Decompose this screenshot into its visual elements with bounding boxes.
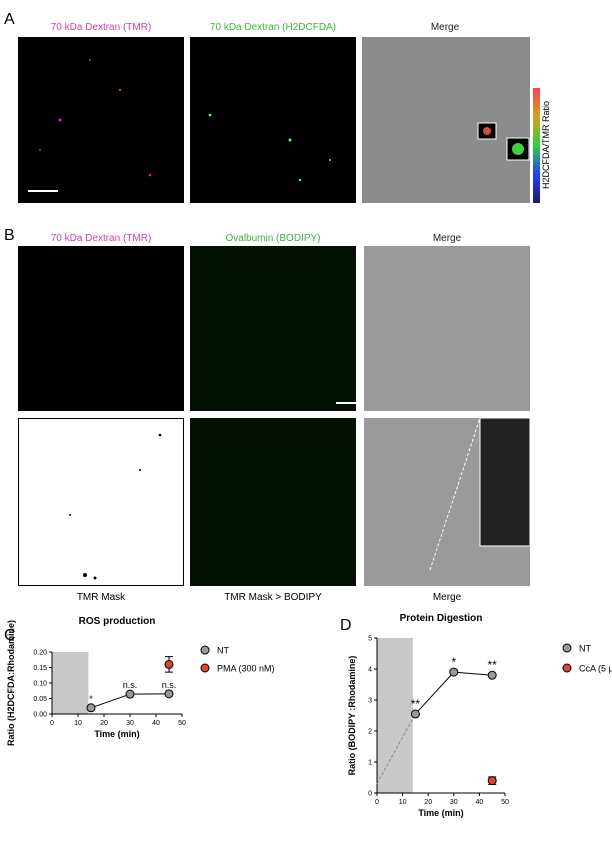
legend-label: PMA (300 nM) xyxy=(217,664,275,674)
legend-label: NT xyxy=(579,644,591,654)
micrograph xyxy=(190,246,356,411)
shaded-region xyxy=(52,652,89,714)
panel-label: B xyxy=(4,227,15,244)
mask-dots xyxy=(69,433,162,580)
micrograph xyxy=(190,418,356,586)
legend-label: NT xyxy=(217,646,229,656)
shaded-region xyxy=(377,638,413,793)
micrograph xyxy=(364,246,530,411)
y-tick-label: 0 xyxy=(368,791,372,798)
mask-image xyxy=(18,418,184,586)
legend-marker xyxy=(562,663,572,673)
panel-label: C xyxy=(4,627,16,644)
image-title: 70 kDa Dextran (TMR) xyxy=(51,22,152,33)
chart-title: ROS production xyxy=(79,616,156,627)
x-tick-label: 30 xyxy=(126,720,134,727)
legend-marker xyxy=(562,643,572,653)
micrograph xyxy=(362,37,530,203)
chart-title: Protein Digestion xyxy=(400,613,483,624)
y-tick-label: 0.15 xyxy=(33,665,47,672)
y-tick-label: 2 xyxy=(368,729,372,736)
panel-label: D xyxy=(340,617,352,634)
x-tick-label: 30 xyxy=(450,799,458,806)
y-tick-label: 0.05 xyxy=(33,696,47,703)
data-point xyxy=(125,689,135,699)
legend-label: CcA (5 μM) xyxy=(579,664,612,674)
scale-bar xyxy=(28,190,58,192)
data-point xyxy=(487,776,497,786)
y-axis-label: Ratio (H2DCFDA:Rhodamine) xyxy=(6,620,16,746)
y-axis-label: Ratio (BODIPY :Rhodamine) xyxy=(347,656,357,776)
data-point xyxy=(86,703,96,713)
micrograph xyxy=(18,37,184,203)
x-axis-label: Time (min) xyxy=(418,808,463,818)
x-tick-label: 10 xyxy=(399,799,407,806)
image-title: Ovalbumin (BODIPY) xyxy=(225,233,320,244)
significance-label: ** xyxy=(488,658,498,672)
y-tick-label: 4 xyxy=(368,667,372,674)
significance-label: * xyxy=(89,694,93,704)
colorbar-label: H2DCFDA/TMR Ratio xyxy=(541,101,551,189)
caption: Merge xyxy=(433,592,462,603)
image-title: 70 kDa Dextran (TMR) xyxy=(51,233,152,244)
data-point xyxy=(164,689,174,699)
reference-line xyxy=(376,713,416,784)
inset-cell xyxy=(512,143,524,155)
y-tick-label: 0.20 xyxy=(33,650,47,657)
x-tick-label: 0 xyxy=(375,799,379,806)
image-title: Merge xyxy=(433,233,462,244)
image-title: Merge xyxy=(431,22,460,33)
signal-dots xyxy=(39,59,152,177)
y-tick-label: 3 xyxy=(368,698,372,705)
data-point xyxy=(164,659,174,669)
image-title: 70 kDa Dextran (H2DCFDA) xyxy=(210,22,336,33)
inset-stack xyxy=(479,417,531,547)
significance-label: ** xyxy=(411,697,421,711)
x-tick-label: 10 xyxy=(74,720,82,727)
series-line xyxy=(415,671,493,715)
micrograph xyxy=(18,246,184,411)
inset-cell xyxy=(483,127,491,135)
x-tick-label: 20 xyxy=(100,720,108,727)
significance-label: * xyxy=(451,655,456,669)
significance-label: n.s. xyxy=(162,680,177,690)
x-tick-label: 40 xyxy=(476,799,484,806)
data-point xyxy=(449,667,459,677)
significance-label: n.s. xyxy=(123,680,138,690)
inset-guide xyxy=(429,417,481,571)
x-tick-label: 0 xyxy=(50,720,54,727)
data-point xyxy=(487,670,497,680)
micrograph xyxy=(190,37,356,203)
y-tick-label: 1 xyxy=(368,760,372,767)
data-point xyxy=(410,709,420,719)
x-tick-label: 50 xyxy=(178,720,186,727)
y-tick-label: 5 xyxy=(368,636,372,643)
caption: TMR Mask xyxy=(77,592,126,603)
x-tick-label: 20 xyxy=(424,799,432,806)
caption: TMR Mask > BODIPY xyxy=(224,592,322,603)
signal-dots xyxy=(208,113,331,182)
colorbar xyxy=(533,88,540,203)
y-tick-label: 0.00 xyxy=(33,712,47,719)
legend-marker xyxy=(200,663,210,673)
panel-label: A xyxy=(4,11,15,28)
x-tick-label: 40 xyxy=(152,720,160,727)
x-axis-label: Time (min) xyxy=(94,729,139,739)
scale-bar xyxy=(336,402,360,404)
x-tick-label: 50 xyxy=(501,799,509,806)
y-tick-label: 0.10 xyxy=(33,681,47,688)
legend-marker xyxy=(200,645,210,655)
